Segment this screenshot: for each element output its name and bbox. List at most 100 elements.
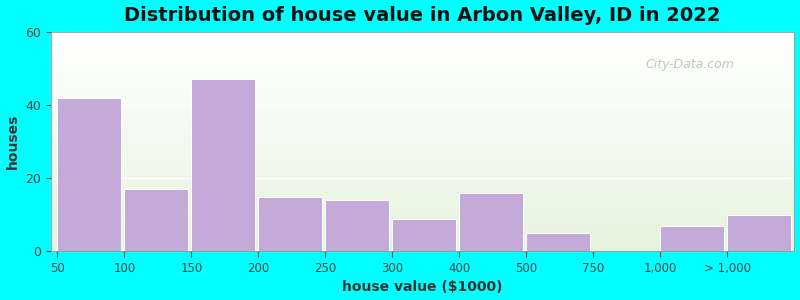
- Bar: [50, 36, 794, 37]
- Bar: [50, 168, 794, 169]
- Bar: [50, 214, 794, 215]
- Bar: [50, 80, 794, 81]
- Bar: [50, 166, 794, 167]
- Bar: [50, 104, 794, 105]
- Bar: [50, 84, 794, 86]
- Bar: [50, 69, 794, 70]
- Bar: [50, 93, 794, 94]
- Bar: [50, 155, 794, 156]
- Bar: [50, 113, 794, 114]
- Bar: [50, 42, 794, 43]
- Bar: [50, 76, 794, 77]
- Bar: [50, 204, 794, 205]
- Bar: [50, 235, 794, 236]
- Bar: [50, 106, 794, 107]
- Bar: [50, 45, 794, 46]
- Bar: [50, 48, 794, 49]
- Bar: [50, 249, 794, 250]
- Bar: [50, 89, 794, 90]
- Bar: [50, 228, 794, 230]
- Bar: [50, 226, 794, 227]
- Bar: [50, 34, 794, 35]
- Text: City-Data.com: City-Data.com: [646, 58, 734, 71]
- Bar: [50, 95, 794, 97]
- Bar: [50, 78, 794, 79]
- Bar: [50, 91, 794, 92]
- Bar: [50, 218, 794, 220]
- Bar: [50, 177, 794, 178]
- Bar: [50, 156, 794, 157]
- Bar: [50, 225, 794, 226]
- Bar: [50, 136, 794, 137]
- Bar: [50, 158, 794, 159]
- Bar: [50, 46, 794, 47]
- Bar: [50, 208, 794, 210]
- Bar: [50, 193, 794, 194]
- Bar: [50, 82, 794, 83]
- Bar: [50, 109, 794, 110]
- Bar: [50, 233, 794, 234]
- Bar: [50, 232, 794, 233]
- Bar: [50, 198, 794, 199]
- Bar: [50, 211, 794, 212]
- Bar: [50, 222, 794, 223]
- Bar: [50, 159, 794, 160]
- Bar: [50, 206, 794, 208]
- Bar: [50, 37, 794, 38]
- Bar: [50, 161, 794, 163]
- Bar: [50, 103, 794, 104]
- Bar: [50, 191, 794, 192]
- Bar: [50, 140, 794, 142]
- Bar: [50, 118, 794, 120]
- Bar: [50, 40, 794, 42]
- Bar: [50, 246, 794, 247]
- Bar: [50, 195, 794, 196]
- Bar: [50, 250, 794, 251]
- Bar: [50, 102, 794, 103]
- Bar: [50, 105, 794, 106]
- Bar: [50, 221, 794, 222]
- Bar: [50, 216, 794, 217]
- Bar: [50, 72, 794, 74]
- Bar: [50, 33, 794, 34]
- Bar: [50, 54, 794, 55]
- Bar: [50, 38, 794, 39]
- Bar: [50, 165, 794, 166]
- Bar: [50, 183, 794, 184]
- Bar: [50, 117, 794, 119]
- Bar: [50, 74, 794, 76]
- Bar: [50, 239, 794, 241]
- Bar: [50, 127, 794, 128]
- Bar: [50, 67, 794, 68]
- Bar: [526, 233, 590, 251]
- Bar: [50, 52, 794, 54]
- Bar: [50, 90, 794, 91]
- Bar: [50, 212, 794, 213]
- Bar: [50, 190, 794, 191]
- Bar: [50, 128, 794, 130]
- Bar: [459, 193, 523, 251]
- Bar: [50, 173, 794, 175]
- Bar: [50, 194, 794, 195]
- Bar: [50, 99, 794, 100]
- Bar: [50, 85, 794, 87]
- Bar: [50, 51, 794, 52]
- Bar: [50, 101, 794, 102]
- Bar: [50, 47, 794, 48]
- Bar: [393, 218, 456, 251]
- Bar: [50, 126, 794, 127]
- Bar: [50, 224, 794, 225]
- Bar: [50, 120, 794, 121]
- Bar: [50, 97, 794, 98]
- Bar: [50, 114, 794, 115]
- Bar: [50, 133, 794, 134]
- Bar: [50, 178, 794, 179]
- Bar: [50, 71, 794, 72]
- Bar: [50, 241, 794, 242]
- Bar: [50, 163, 794, 164]
- Bar: [50, 176, 794, 177]
- Bar: [50, 167, 794, 168]
- Bar: [50, 146, 794, 147]
- Bar: [50, 147, 794, 148]
- Bar: [50, 110, 794, 111]
